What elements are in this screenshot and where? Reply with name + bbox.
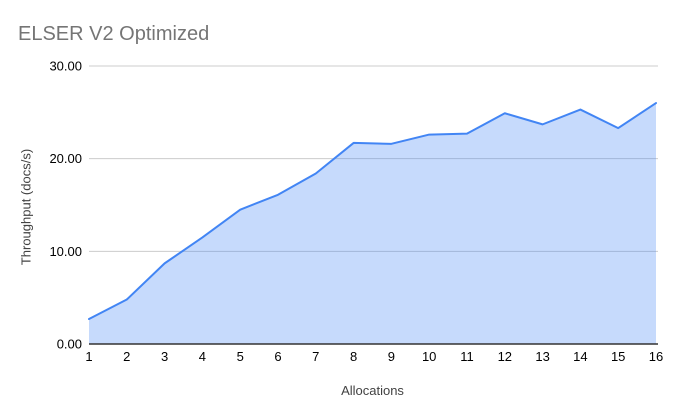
- series-line: [88, 102, 657, 320]
- y-axis-tick-label: 10.00: [49, 244, 82, 259]
- x-axis-tick-label: 8: [350, 349, 357, 364]
- x-axis-tick-label: 4: [199, 349, 206, 364]
- x-axis-tick-label: 6: [274, 349, 281, 364]
- x-axis-title: Allocations: [341, 383, 404, 398]
- area-fill: [89, 103, 656, 344]
- x-axis-tick-label: 1: [85, 349, 92, 364]
- y-axis-tick-label: 0.00: [57, 337, 82, 352]
- x-axis-tick-label: 9: [388, 349, 395, 364]
- y-axis-tick-label: 20.00: [49, 151, 82, 166]
- x-axis-tick-label: 16: [649, 349, 663, 364]
- x-axis-tick-label: 12: [498, 349, 512, 364]
- x-axis-tick-label: 11: [460, 349, 474, 364]
- y-axis-tick-label: 30.00: [49, 59, 82, 74]
- x-axis-tick-label: 14: [573, 349, 587, 364]
- x-axis-tick-label: 15: [611, 349, 625, 364]
- x-axis-tick-label: 5: [237, 349, 244, 364]
- chart-title: ELSER V2 Optimized: [18, 23, 210, 45]
- x-axis-tick-label: 7: [312, 349, 319, 364]
- x-axis-tick-label: 3: [161, 349, 168, 364]
- x-axis-tick-label: 2: [123, 349, 130, 364]
- x-axis-tick-label: 13: [535, 349, 549, 364]
- x-axis-tick-label: 10: [422, 349, 436, 364]
